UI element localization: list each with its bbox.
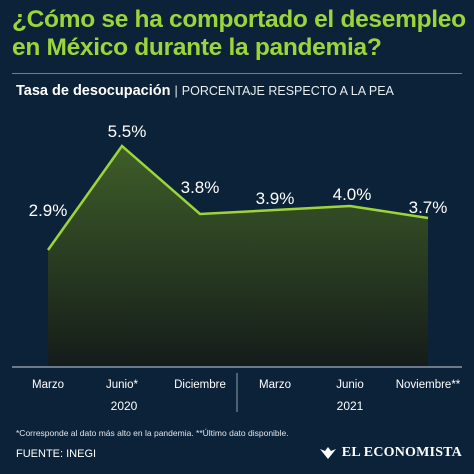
x-tick-label: Noviembre** [396,379,461,391]
title-divider [12,73,462,74]
brand-name: EL ECONOMISTA [341,445,462,460]
eagle-icon [319,447,336,459]
data-label: 3.9% [256,189,295,208]
source-label: FUENTE: INEGI [16,448,97,460]
subtitle-unit: PORCENTAJE RESPECTO A LA PEA [181,84,394,98]
data-label: 4.0% [333,185,372,204]
x-tick-label: Marzo [32,379,64,391]
year-label: 2020 [111,399,138,413]
x-tick-label: Junio [336,379,364,391]
x-tick-label: Diciembre [174,379,226,391]
data-label: 3.7% [409,198,448,217]
footnote: *Corresponde al dato más alto en la pand… [16,428,289,438]
subtitle-main: Tasa de desocupación [16,83,171,99]
x-tick-label: Marzo [259,379,291,391]
chart-title: ¿Cómo se ha comportado el desempleo en M… [12,6,466,61]
area-fill [48,146,428,366]
data-label: 3.8% [181,178,220,197]
data-label: 5.5% [108,122,147,141]
subtitle-separator: | [174,84,178,98]
x-tick-label: Junio* [106,379,138,391]
year-label: 2021 [337,399,364,413]
data-label: 2.9% [29,201,68,220]
series-line [46,144,429,251]
brand-logo: EL ECONOMISTA [319,445,462,461]
chart-subtitle: Tasa de desocupación | PORCENTAJE RESPEC… [16,82,394,100]
